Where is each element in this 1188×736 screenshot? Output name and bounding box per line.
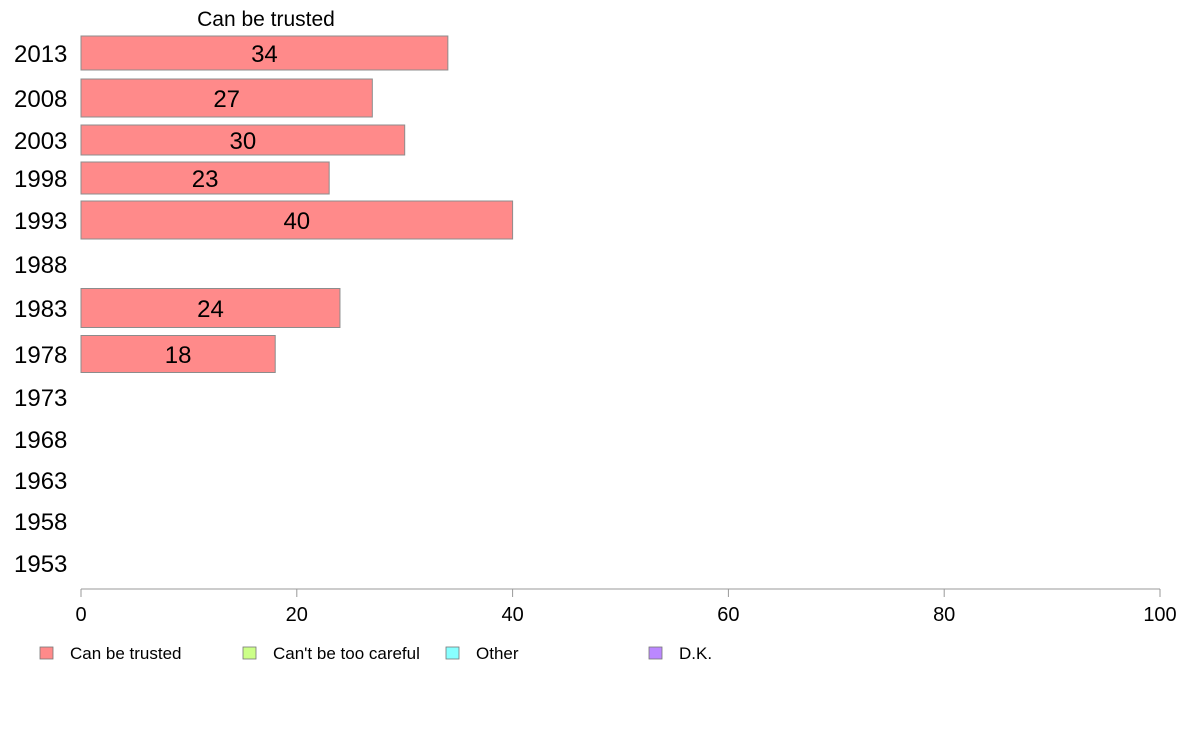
legend-swatch-d-k bbox=[648, 646, 663, 660]
y-tick-label-2013: 2013 bbox=[14, 41, 67, 68]
y-tick-label-1978: 1978 bbox=[14, 342, 67, 369]
bar-1978 bbox=[80, 335, 276, 373]
bar-value-label-1993: 40 bbox=[283, 208, 310, 235]
bar-1998 bbox=[80, 161, 330, 195]
x-axis: 0 20 40 60 80 100 bbox=[75, 588, 1177, 626]
bar-2008 bbox=[80, 78, 373, 118]
y-tick-label-1963: 1963 bbox=[14, 468, 67, 495]
bar-value-label-1978: 18 bbox=[165, 342, 192, 369]
y-tick-label-2008: 2008 bbox=[14, 86, 67, 113]
chart-title: Can be trusted bbox=[197, 8, 335, 31]
bar-2013 bbox=[80, 35, 449, 71]
legend-label-other: Other bbox=[476, 644, 519, 663]
y-tick-label-2003: 2003 bbox=[14, 128, 67, 155]
legend: Can be trusted Can't be too careful Other D… bbox=[39, 644, 712, 663]
y-tick-label-1973: 1973 bbox=[14, 385, 67, 412]
x-tick-label-60: 60 bbox=[717, 604, 739, 626]
x-tick-label-80: 80 bbox=[933, 604, 955, 626]
y-tick-label-1958: 1958 bbox=[14, 509, 67, 536]
x-tick-label-100: 100 bbox=[1143, 604, 1176, 626]
bar-value-label-2013: 34 bbox=[251, 41, 278, 68]
legend-label-can-t-be-too-careful: Can't be too careful bbox=[273, 644, 420, 663]
y-tick-label-1983: 1983 bbox=[14, 296, 67, 323]
y-tick-label-1968: 1968 bbox=[14, 427, 67, 454]
legend-swatch-other bbox=[445, 646, 460, 660]
x-tick-label-40: 40 bbox=[501, 604, 523, 626]
legend-swatch-can-be-trusted bbox=[39, 646, 54, 660]
x-tick-label-0: 0 bbox=[75, 604, 86, 626]
legend-label-can-be-trusted: Can be trusted bbox=[70, 644, 182, 663]
legend-swatch-can-t-be-too-careful bbox=[242, 646, 257, 660]
legend-label-d-k: D.K. bbox=[679, 644, 712, 663]
y-axis-labels: 2013 2008 2003 1998 1993 1988 1983 1978 1973 1968… bbox=[14, 41, 67, 578]
y-tick-label-1988: 1988 bbox=[14, 252, 67, 279]
y-tick-label-1993: 1993 bbox=[14, 208, 67, 235]
bar-value-label-2003: 30 bbox=[229, 128, 256, 155]
bar-value-label-2008: 27 bbox=[213, 86, 240, 113]
bar-value-label-1998: 23 bbox=[192, 166, 219, 193]
x-tick-label-20: 20 bbox=[286, 604, 308, 626]
bar-1993 bbox=[80, 200, 514, 240]
y-tick-label-1998: 1998 bbox=[14, 166, 67, 193]
bar-2003 bbox=[80, 124, 406, 156]
bar-1983 bbox=[80, 288, 341, 328]
bar-value-label-1983: 24 bbox=[197, 296, 224, 323]
y-tick-label-1953: 1953 bbox=[14, 551, 67, 578]
